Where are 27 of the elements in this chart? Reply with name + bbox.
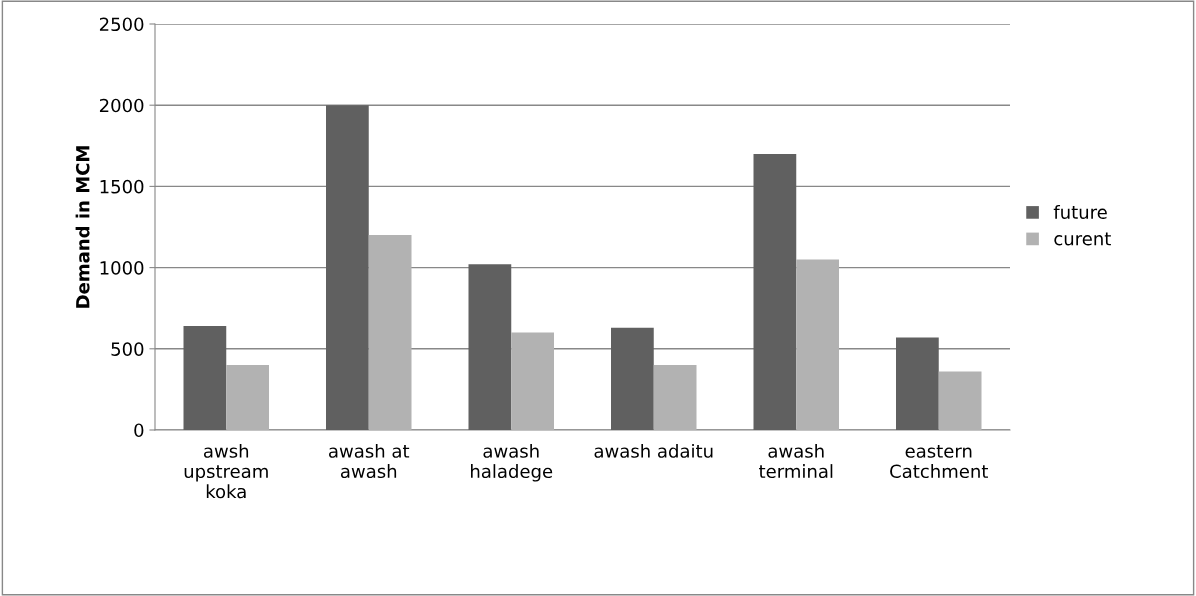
legend-label: curent <box>1054 232 1111 246</box>
y-tick-label: 2000 <box>99 98 144 113</box>
legend-label: future <box>1053 205 1107 219</box>
bar <box>611 327 654 430</box>
bar <box>938 371 982 430</box>
bar <box>468 264 512 430</box>
y-tick-label: 0 <box>134 423 144 438</box>
x-tick-label: eastern Catchment <box>890 444 988 479</box>
x-tick-label: awsh upstream koka <box>184 443 268 499</box>
bar <box>653 365 697 430</box>
bar <box>896 337 939 430</box>
y-tick-label: 1500 <box>100 179 144 194</box>
bar <box>183 326 227 430</box>
y-axis-title: Demand in MCM <box>75 146 90 308</box>
bar <box>796 259 839 430</box>
bar <box>753 153 797 430</box>
x-tick-label: awash haladege <box>471 443 553 482</box>
bar <box>511 332 554 430</box>
y-tick-label: 500 <box>111 342 144 356</box>
x-tick-label: awash at awash <box>329 443 410 479</box>
x-tick-label: awash terminal <box>759 443 833 479</box>
bar <box>368 235 412 430</box>
y-tick-label: 1000 <box>100 261 144 275</box>
y-tick-label: 2500 <box>99 17 144 32</box>
x-tick-label: awash adaitu <box>594 443 713 458</box>
bar <box>226 365 269 430</box>
bar <box>326 105 369 430</box>
